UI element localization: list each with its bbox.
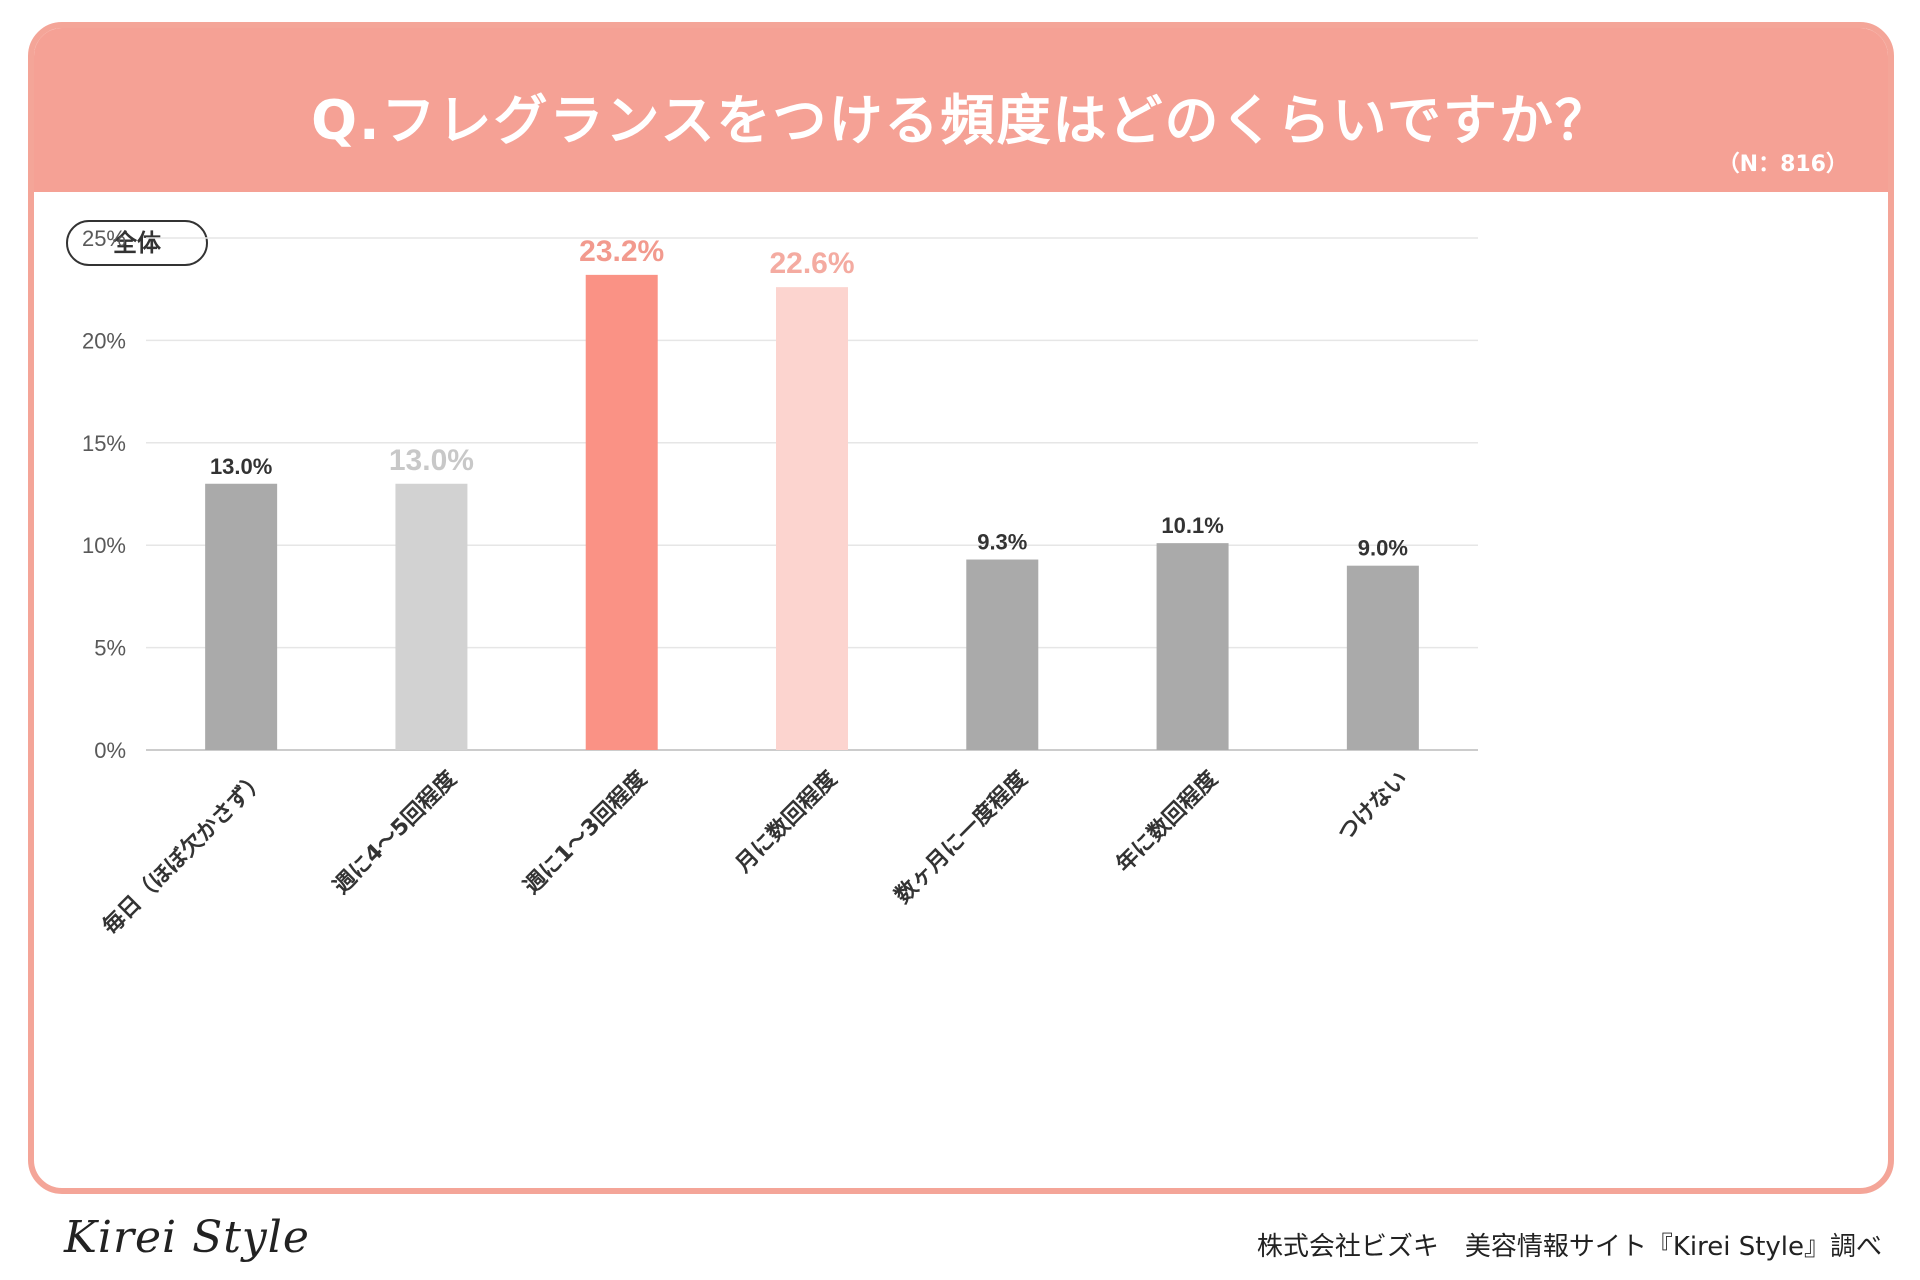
sample-size-label: （N：816）: [1717, 152, 1848, 177]
y-tick-label: 20%: [82, 328, 126, 353]
x-tick-label: 毎日（ほぼ欠かさず）: [97, 766, 271, 940]
y-tick-label: 5%: [94, 636, 126, 661]
bar: [776, 287, 848, 750]
bar-value-label: 9.0%: [1358, 536, 1408, 561]
y-tick-label: 10%: [82, 533, 126, 558]
x-tick-label: 月に数回程度: [730, 765, 843, 878]
kirei-style-logo: Kirei Style: [64, 1212, 310, 1263]
group-label-pill: 全体: [66, 220, 208, 266]
bar-value-label: 10.1%: [1161, 513, 1223, 538]
chart-card: Q.フレグランスをつける頻度はどのくらいですか？ （N：816） 全体 0% 5%…: [28, 22, 1894, 1194]
y-tick-label: 15%: [82, 431, 126, 456]
bar: [585, 274, 658, 750]
x-tick-label: 年に数回程度: [1111, 765, 1223, 877]
bar-value-label: 13.0%: [389, 444, 474, 477]
x-tick-label: 週に1～3回程度: [519, 765, 653, 899]
bar-value-label: 13.0%: [210, 454, 272, 479]
bar: [1156, 543, 1229, 750]
bar: [966, 559, 1039, 750]
bar-chart: 0% 5% 10% 15% 20% 25% 13.0% 毎日（ほぼ欠かさず） 13.0% 週に4～…: [82, 226, 1478, 940]
bar-value-label: 22.6%: [769, 247, 854, 280]
bar: [395, 483, 468, 750]
bar-value-label: 23.2%: [579, 235, 664, 268]
x-tick-label: 数ヶ月に一度程度: [890, 765, 1034, 909]
x-tick-label: つけない: [1333, 767, 1413, 847]
source-credit: 株式会社ビズキ 美容情報サイト『Kirei Style』調べ: [1256, 1232, 1882, 1262]
bar-value-label: 9.3%: [977, 530, 1027, 555]
chart-title: Q.フレグランスをつける頻度はどのくらいですか？: [311, 89, 1611, 152]
header-banner: Q.フレグランスをつける頻度はどのくらいですか？ （N：816）: [34, 28, 1888, 192]
y-tick-label: 25%: [82, 226, 126, 251]
bar: [1346, 565, 1419, 750]
bar: [205, 483, 278, 750]
y-tick-label: 0%: [94, 738, 126, 763]
x-tick-label: 週に4～5回程度: [328, 765, 462, 899]
